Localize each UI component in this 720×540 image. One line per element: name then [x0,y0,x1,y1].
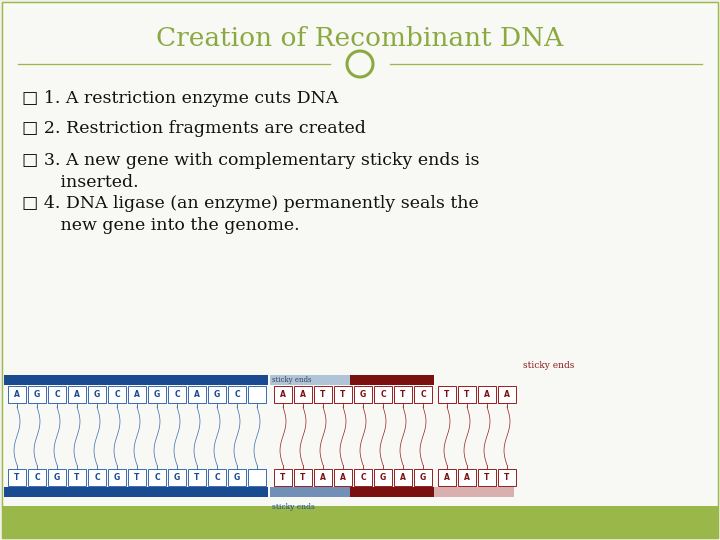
Bar [8,386,26,403]
Text: T: T [400,390,405,399]
Bar [148,386,166,403]
Bar [48,469,66,486]
Bar [88,386,106,403]
Text: T: T [444,390,450,399]
Bar [108,469,126,486]
Bar [168,469,186,486]
Text: T: T [485,473,490,482]
Text: G: G [34,390,40,399]
Bar [478,386,496,403]
Text: G: G [380,473,386,482]
Bar [128,386,146,403]
Bar [248,386,266,403]
Bar [294,386,312,403]
Bar [68,386,86,403]
Text: T: T [74,473,80,482]
Bar [28,386,46,403]
Bar [228,386,246,403]
Text: A: A [340,473,346,482]
Text: C: C [380,390,386,399]
Bar [354,386,372,403]
Text: A: A [134,390,140,399]
Text: A: A [484,390,490,399]
Text: C: C [54,390,60,399]
Text: A: A [74,390,80,399]
Bar [498,469,516,486]
Text: G: G [360,390,366,399]
Text: □ 4. DNA ligase (an enzyme) permanently seals the
       new gene into the genom: □ 4. DNA ligase (an enzyme) permanently … [22,195,479,234]
Text: T: T [341,390,346,399]
Text: □ 1. A restriction enzyme cuts DNA: □ 1. A restriction enzyme cuts DNA [22,90,338,107]
Text: T: T [504,473,510,482]
Bar [270,487,350,497]
Bar [128,469,146,486]
Text: T: T [14,473,19,482]
Bar [414,386,432,403]
Bar [168,386,186,403]
Bar [354,469,372,486]
Bar [498,386,516,403]
Bar [350,487,514,497]
Text: Creation of Recombinant DNA: Creation of Recombinant DNA [156,25,564,51]
Text: T: T [280,473,286,482]
Bar [28,469,46,486]
Bar [4,487,268,497]
Text: A: A [194,390,200,399]
Text: □ 2. Restriction fragments are created: □ 2. Restriction fragments are created [22,120,366,137]
Bar [374,386,392,403]
Text: C: C [420,390,426,399]
Text: T: T [135,473,140,482]
Bar [270,375,350,385]
Text: G: G [94,390,100,399]
Text: A: A [320,473,326,482]
Text: C: C [214,473,220,482]
Text: A: A [14,390,20,399]
Text: sticky ends: sticky ends [523,361,575,369]
Bar [228,469,246,486]
Bar [458,469,476,486]
Text: A: A [300,390,306,399]
Bar [48,386,66,403]
Bar [8,469,26,486]
Bar [434,487,514,497]
Text: C: C [114,390,120,399]
Bar [458,386,476,403]
Bar [188,469,206,486]
Text: A: A [504,390,510,399]
Text: sticky ends: sticky ends [272,503,315,511]
Bar [208,386,226,403]
Bar [188,386,206,403]
Bar [414,469,432,486]
Text: C: C [94,473,100,482]
Bar [208,469,226,486]
Text: A: A [464,473,470,482]
Bar [394,386,412,403]
Bar [314,469,332,486]
Text: C: C [154,473,160,482]
Text: T: T [194,473,199,482]
Bar [248,469,266,486]
Text: G: G [154,390,160,399]
Text: G: G [234,473,240,482]
Bar [478,469,496,486]
Text: C: C [234,390,240,399]
Text: T: T [300,473,306,482]
Bar [108,386,126,403]
Bar [394,469,412,486]
Bar [148,469,166,486]
Text: C: C [34,473,40,482]
Bar [350,375,434,385]
Text: T: T [320,390,325,399]
Bar [88,469,106,486]
Bar [334,469,352,486]
Text: G: G [54,473,60,482]
Text: C: C [174,390,180,399]
Bar [438,469,456,486]
Bar [314,386,332,403]
Bar [438,386,456,403]
Bar [374,469,392,486]
Bar [334,386,352,403]
Text: A: A [400,473,406,482]
Text: A: A [280,390,286,399]
